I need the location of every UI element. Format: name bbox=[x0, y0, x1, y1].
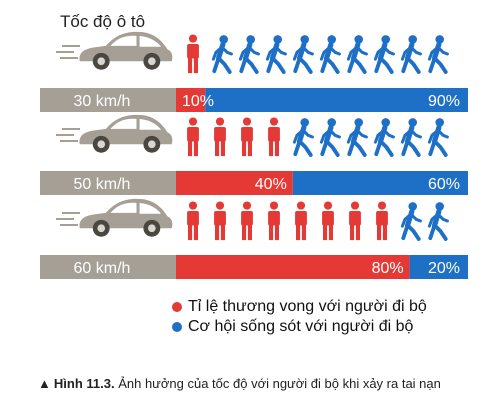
pedestrian-standing-icon bbox=[241, 201, 253, 241]
data-label-survival: 90% bbox=[428, 93, 460, 110]
legend-item-casualty: Tỉ lệ thương vong với người đi bộ bbox=[172, 298, 427, 316]
triangle-icon: ▲ bbox=[38, 376, 51, 391]
figure-caption: ▲ Hình 11.3. Ảnh hưởng của tốc độ với ngư… bbox=[38, 376, 441, 391]
bar-survival bbox=[292, 171, 468, 195]
speed-label-box bbox=[40, 171, 176, 195]
legend-swatch-blue bbox=[172, 321, 182, 332]
pedestrian-walking-icon bbox=[294, 119, 312, 155]
car-icon bbox=[79, 31, 173, 70]
speed-label: 50 km/h bbox=[74, 176, 131, 193]
chart-title: Tốc độ ô tô bbox=[60, 12, 146, 31]
pedestrian-walking-icon bbox=[402, 203, 420, 239]
caption-text: Ảnh hưởng của tốc độ với người đi bộ khi… bbox=[118, 376, 441, 391]
pedestrian-standing-icon bbox=[187, 201, 199, 241]
pedestrian-standing-icon bbox=[268, 117, 280, 157]
caption-label: Hình 11.3. bbox=[53, 376, 115, 391]
data-label-casualty: 40% bbox=[255, 176, 287, 193]
pedestrian-standing-icon bbox=[214, 201, 226, 241]
bar-survival-cap bbox=[456, 88, 468, 112]
car-icon bbox=[79, 114, 173, 153]
pedestrian-walking-icon bbox=[429, 36, 447, 72]
legend-label-survival: Cơ hội sống sót với người đi bộ bbox=[188, 318, 414, 335]
bar-casualty bbox=[176, 88, 206, 112]
pedestrian-walking-icon bbox=[321, 119, 339, 155]
pedestrian-standing-icon bbox=[268, 201, 280, 241]
speed-label-box bbox=[40, 88, 176, 112]
pedestrian-standing-icon bbox=[322, 201, 334, 241]
pedestrian-walking-icon bbox=[429, 203, 447, 239]
pedestrian-standing-icon bbox=[349, 201, 361, 241]
pedestrian-standing-icon bbox=[187, 34, 199, 74]
speed-label: 30 km/h bbox=[74, 93, 131, 110]
data-label-survival: 60% bbox=[428, 176, 460, 193]
legend-item-survival: Cơ hội sống sót với người đi bộ bbox=[172, 318, 413, 336]
pedestrian-walking-icon bbox=[402, 36, 420, 72]
speed-row: 60 km/h 80% 20% bbox=[40, 198, 468, 279]
data-label-casualty: 10% bbox=[182, 93, 214, 110]
speed-label-box bbox=[40, 255, 176, 279]
pedestrian-walking-icon bbox=[402, 119, 420, 155]
pedestrian-standing-icon bbox=[241, 117, 253, 157]
bar-casualty bbox=[176, 255, 410, 279]
pedestrian-standing-icon bbox=[376, 201, 388, 241]
speed-row: 50 km/h 40% 60% bbox=[40, 114, 468, 195]
bar-survival bbox=[205, 88, 468, 112]
pedestrian-walking-icon bbox=[429, 119, 447, 155]
bar-survival-cap bbox=[456, 171, 468, 195]
speed-label: 60 km/h bbox=[74, 260, 131, 277]
data-label-survival: 20% bbox=[428, 260, 460, 277]
legend-label-casualty: Tỉ lệ thương vong với người đi bộ bbox=[188, 298, 427, 315]
bar-casualty bbox=[176, 171, 293, 195]
pedestrian-standing-icon bbox=[214, 117, 226, 157]
pedestrian-walking-icon bbox=[375, 119, 393, 155]
pedestrian-standing-icon bbox=[295, 201, 307, 241]
pedestrian-walking-icon bbox=[348, 36, 366, 72]
pedestrian-standing-icon bbox=[187, 117, 199, 157]
pedestrian-walking-icon bbox=[294, 36, 312, 72]
speed-row: 30 km/h 10% 90% bbox=[40, 31, 468, 112]
bar-survival-cap bbox=[456, 255, 468, 279]
pedestrian-walking-icon bbox=[267, 36, 285, 72]
pedestrian-walking-icon bbox=[240, 36, 258, 72]
pedestrian-walking-icon bbox=[321, 36, 339, 72]
legend-swatch-red bbox=[172, 301, 182, 312]
pedestrian-walking-icon bbox=[213, 36, 231, 72]
pedestrian-walking-icon bbox=[348, 119, 366, 155]
car-icon bbox=[79, 198, 173, 237]
pedestrian-walking-icon bbox=[375, 36, 393, 72]
data-label-casualty: 80% bbox=[372, 260, 404, 277]
